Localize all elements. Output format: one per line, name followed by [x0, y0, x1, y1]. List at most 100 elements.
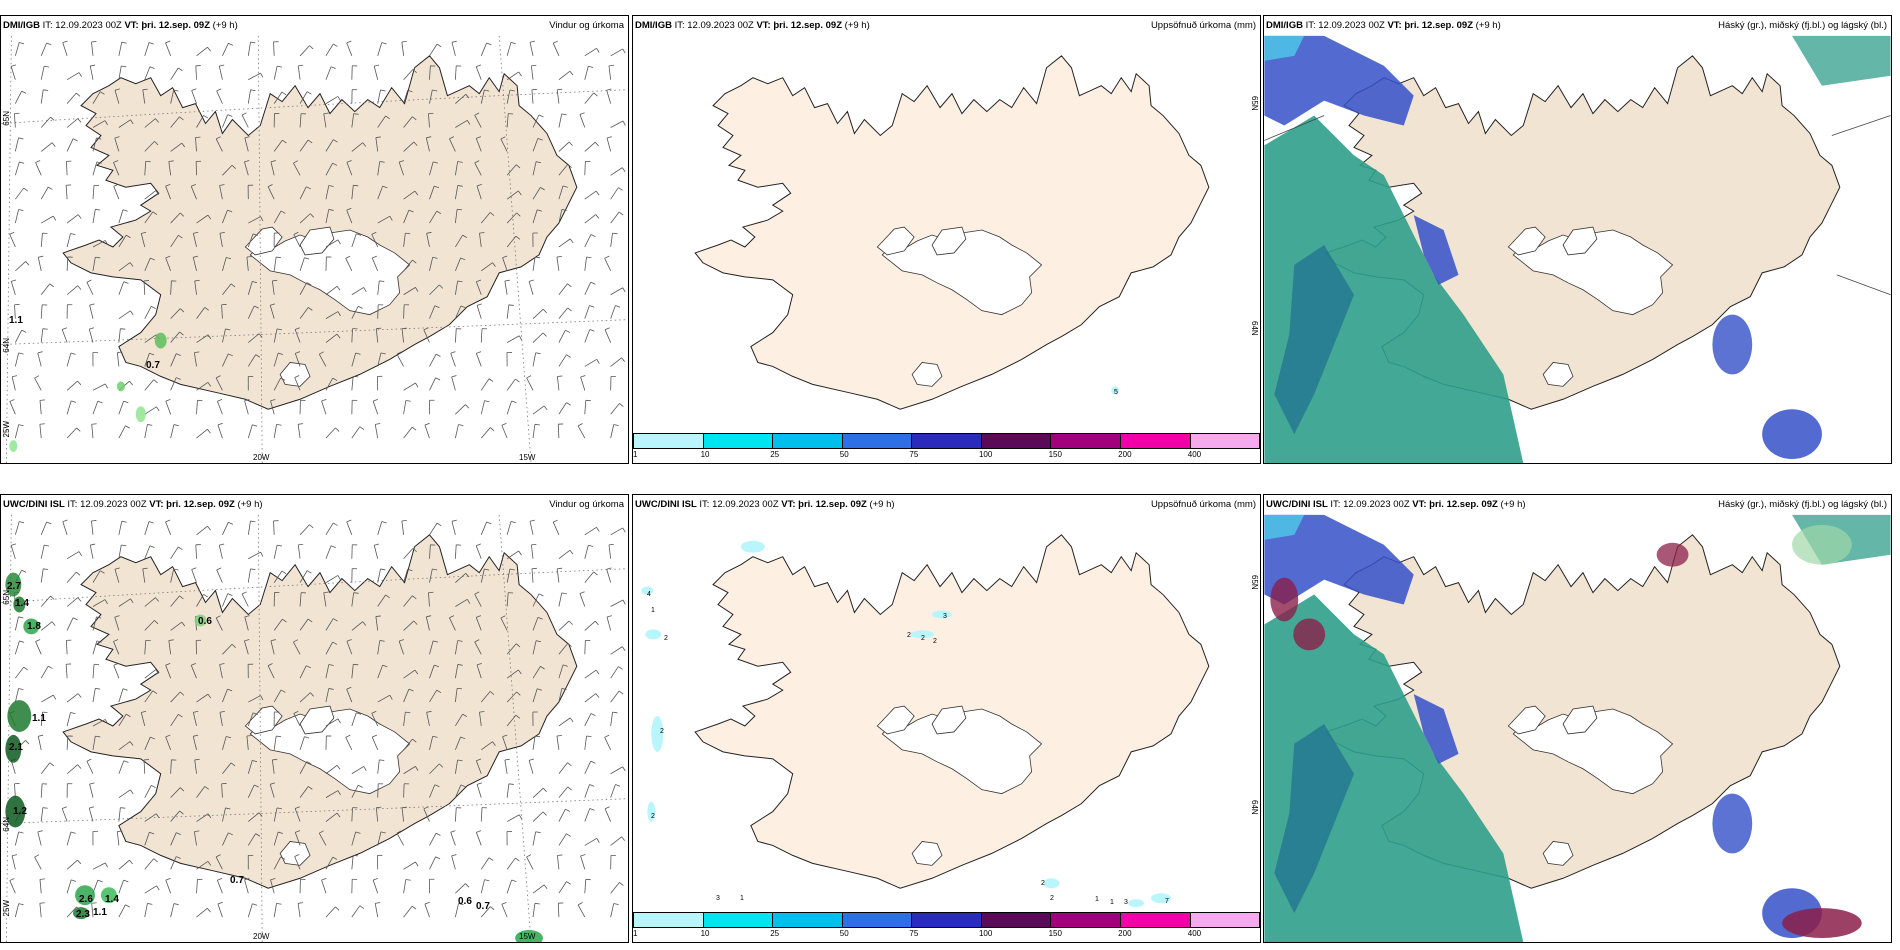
lead-time: (+9 h): [1475, 20, 1501, 31]
colorbar-swatch: [773, 434, 843, 448]
precip-value: 1.1: [9, 315, 23, 326]
colorbar-swatch: [981, 913, 1052, 927]
graticule: [1264, 115, 1891, 296]
map-panel-wind-uwc: UWC/DINI ISL IT: 12.09.2023 00Z VT: þri.…: [0, 494, 629, 943]
glacier-outline: [1507, 705, 1546, 735]
colorbar-swatch: [842, 434, 913, 448]
precip-value: 2.7: [7, 581, 21, 592]
colorbar-swatch: [981, 434, 1052, 448]
panel-title: Uppsöfnuð úrkoma (mm): [1150, 20, 1256, 31]
map-canvas: [1264, 514, 1891, 942]
precip-value: 2.6: [79, 894, 93, 905]
precip-value: 2: [907, 632, 911, 639]
colorbar-swatch: [1051, 434, 1121, 448]
lat-label-64n: 64N: [1250, 800, 1259, 815]
panel-header: UWC/DINI ISL IT: 12.09.2023 00Z VT: þri.…: [1264, 495, 1891, 515]
graticule: [1, 514, 628, 942]
precip-value: 0.6: [198, 616, 212, 627]
glacier-outline: [1562, 705, 1598, 735]
valid-time-label: VT:: [756, 20, 771, 31]
precip-value: 7: [1165, 898, 1169, 905]
init-time-label: IT:: [67, 499, 78, 510]
precip-value: 1: [740, 895, 744, 902]
init-time-label: IT:: [42, 20, 53, 31]
colorbar-tick: 25: [770, 450, 780, 459]
wind-barbs: [9, 519, 626, 918]
glacier-outline: [279, 841, 311, 866]
glacier-outline: [931, 226, 967, 256]
lon-label-20w: 20W: [253, 453, 270, 462]
precip-shading: [9, 332, 167, 453]
precip-value: 1.1: [93, 907, 107, 918]
init-time-label: IT:: [1330, 499, 1341, 510]
model-name: UWC/DINI ISL: [635, 499, 697, 510]
precip-value: 5: [1114, 389, 1118, 396]
lon-label-15w: 15W: [519, 932, 536, 941]
colorbar-swatch: [912, 913, 982, 927]
lat-label-65n: 65N: [2, 590, 11, 605]
colorbar-tick: 400: [1187, 929, 1202, 938]
colorbar-tick: 10: [700, 450, 710, 459]
precip-value: 0.7: [146, 360, 160, 371]
colorbar-tick: 400: [1187, 450, 1202, 459]
precip-value: 1.4: [15, 598, 29, 609]
glacier-outline: [244, 226, 283, 256]
precip-value: 2: [1050, 895, 1054, 902]
colorbar-swatch: [1120, 913, 1191, 927]
colorbar-swatch: [1051, 913, 1121, 927]
glacier-outline: [1542, 362, 1574, 387]
valid-time: þri. 12.sep. 09Z: [141, 20, 211, 31]
valid-time-label: VT:: [1387, 20, 1402, 31]
precip-value: 0.6: [458, 896, 472, 907]
lat-label-65n: 65N: [2, 111, 11, 126]
panel-header: UWC/DINI ISL IT: 12.09.2023 00Z VT: þri.…: [633, 495, 1260, 515]
glacier-outline: [1542, 841, 1574, 866]
colorbar-tick: 75: [909, 450, 919, 459]
precip-value: 1.4: [105, 894, 119, 905]
glacier-outline: [881, 708, 1043, 795]
glacier-outline: [881, 229, 1043, 316]
init-time-label: IT:: [1305, 20, 1316, 31]
colorbar-swatches: [633, 912, 1260, 928]
glacier-outline: [299, 705, 335, 735]
precip-value: 1.8: [27, 621, 41, 632]
colorbar-tick: 50: [839, 450, 849, 459]
map-panel-cloud-uwc: UWC/DINI ISL IT: 12.09.2023 00Z VT: þri.…: [1263, 494, 1892, 943]
colorbar-tick: 1: [633, 929, 638, 938]
colorbar-swatch: [1190, 434, 1260, 448]
glacier-outline: [1562, 226, 1598, 256]
colorbar-tick: 200: [1118, 450, 1132, 459]
panel-title: Uppsöfnuð úrkoma (mm): [1150, 499, 1256, 510]
lat-label-65n: 65N: [1250, 575, 1259, 590]
lat-label-64n: 64N: [2, 817, 11, 832]
model-name: UWC/DINI ISL: [3, 499, 65, 510]
colorbar-ticks: 1 10 25 50 75 100 150 200 400: [633, 928, 1260, 940]
colorbar-tick: 200: [1118, 929, 1132, 938]
precip-value: 1.1: [32, 713, 46, 724]
model-name: UWC/DINI ISL: [1266, 499, 1328, 510]
init-time: 12.09.2023 00Z: [55, 20, 122, 31]
precip-shading: [1111, 386, 1120, 395]
colorbar-swatch: [703, 434, 774, 448]
valid-time-label: VT:: [149, 499, 164, 510]
colorbar: 1 10 25 50 75 100 150 200 400: [633, 912, 1260, 942]
colorbar-tick: 10: [700, 929, 710, 938]
lead-time: (+9 h): [869, 499, 895, 510]
glacier-outline: [876, 226, 915, 256]
precip-value: 2: [664, 635, 668, 642]
glacier-outline: [911, 841, 943, 866]
precip-value: 1: [1095, 896, 1099, 903]
glacier-outline: [1507, 226, 1546, 256]
colorbar-tick: 100: [978, 929, 993, 938]
colorbar-swatch: [912, 434, 982, 448]
map-canvas: [1, 35, 628, 463]
lon-label-25w: 25W: [2, 421, 11, 438]
glacier-outline: [931, 705, 967, 735]
map-panel-precip-uwc: UWC/DINI ISL IT: 12.09.2023 00Z VT: þri.…: [632, 494, 1261, 943]
precip-value: 4: [647, 591, 651, 598]
colorbar-swatch: [773, 913, 843, 927]
precip-shading: [641, 540, 1171, 908]
glacier-outline: [1512, 229, 1674, 316]
precip-value: 2: [1041, 880, 1045, 887]
lat-label-65n: 65N: [1250, 96, 1259, 111]
